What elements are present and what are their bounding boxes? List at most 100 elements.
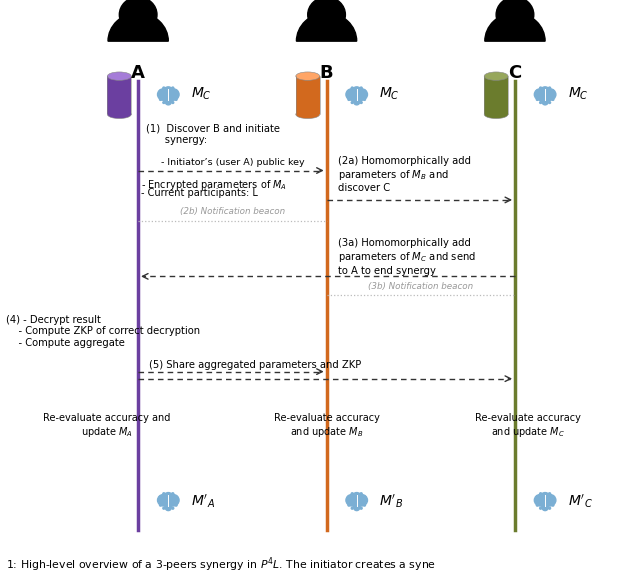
Text: Re-evaluate accuracy and
update $M_A$: Re-evaluate accuracy and update $M_A$ [43, 413, 170, 439]
Circle shape [542, 99, 548, 105]
Text: (5) Share aggregated parameters and ZKP: (5) Share aggregated parameters and ZKP [149, 360, 362, 370]
Circle shape [351, 493, 353, 495]
Text: $M'_B$: $M'_B$ [379, 492, 404, 510]
Circle shape [166, 495, 179, 506]
Text: B: B [320, 65, 333, 82]
Circle shape [549, 507, 551, 509]
Circle shape [541, 93, 550, 102]
Circle shape [119, 0, 157, 32]
Circle shape [360, 507, 362, 509]
Text: $M'_C$: $M'_C$ [568, 492, 593, 510]
Circle shape [354, 99, 360, 105]
Circle shape [172, 493, 174, 495]
Circle shape [158, 89, 170, 101]
Circle shape [352, 93, 361, 102]
Circle shape [552, 496, 554, 497]
Circle shape [352, 87, 362, 96]
Text: (4) - Decrypt result
    - Compute ZKP of correct decryption
    - Compute aggre: (4) - Decrypt result - Compute ZKP of co… [6, 315, 200, 348]
Circle shape [163, 493, 173, 502]
Circle shape [348, 90, 350, 92]
Text: Re-evaluate accuracy
and update $M_B$: Re-evaluate accuracy and update $M_B$ [274, 413, 379, 439]
Circle shape [539, 102, 541, 103]
Circle shape [355, 495, 367, 506]
Circle shape [346, 495, 359, 506]
Circle shape [364, 496, 365, 497]
Text: Re-evaluate accuracy
and update $M_C$: Re-evaluate accuracy and update $M_C$ [475, 413, 580, 439]
Circle shape [163, 507, 165, 509]
Text: $M_C$: $M_C$ [379, 86, 400, 102]
Bar [484, 76, 508, 114]
Circle shape [158, 495, 170, 506]
Text: A: A [131, 65, 145, 82]
Circle shape [348, 99, 350, 101]
Circle shape [496, 0, 534, 32]
Circle shape [175, 99, 177, 101]
Circle shape [542, 505, 548, 510]
Circle shape [351, 507, 353, 509]
Text: - Encrypted parameters of $M_A$: - Encrypted parameters of $M_A$ [141, 178, 288, 192]
Circle shape [172, 507, 174, 509]
Text: - Current participants: L: - Current participants: L [141, 188, 258, 198]
Circle shape [540, 87, 550, 96]
Circle shape [539, 493, 541, 495]
Circle shape [175, 496, 177, 497]
Circle shape [348, 496, 350, 497]
Circle shape [549, 87, 551, 89]
Text: $M_C$: $M_C$ [568, 86, 588, 102]
Circle shape [536, 505, 538, 506]
Circle shape [541, 499, 550, 507]
Circle shape [355, 89, 367, 101]
Circle shape [165, 505, 171, 510]
Circle shape [175, 505, 177, 506]
Circle shape [160, 90, 161, 92]
Circle shape [549, 102, 551, 103]
Circle shape [160, 505, 161, 506]
Circle shape [543, 89, 556, 101]
Circle shape [163, 87, 165, 89]
Circle shape [354, 505, 360, 510]
Circle shape [164, 93, 173, 102]
Circle shape [346, 89, 359, 101]
Circle shape [536, 90, 538, 92]
Circle shape [351, 87, 353, 89]
Circle shape [351, 102, 353, 103]
Circle shape [308, 0, 345, 32]
Circle shape [348, 505, 350, 506]
Circle shape [364, 505, 365, 506]
Circle shape [160, 99, 161, 101]
Circle shape [539, 87, 541, 89]
Circle shape [352, 499, 361, 507]
Ellipse shape [484, 110, 508, 119]
Text: (2b) Notification beacon: (2b) Notification beacon [180, 208, 285, 216]
Circle shape [165, 99, 171, 105]
Circle shape [540, 493, 550, 502]
Text: (3b) Notification beacon: (3b) Notification beacon [368, 282, 474, 291]
Bar [296, 76, 320, 114]
Circle shape [163, 87, 173, 96]
Circle shape [360, 102, 362, 103]
Circle shape [175, 90, 177, 92]
Circle shape [364, 99, 365, 101]
Circle shape [552, 505, 554, 506]
Circle shape [164, 499, 173, 507]
Circle shape [160, 496, 161, 497]
Circle shape [352, 493, 362, 502]
Circle shape [163, 102, 165, 103]
Circle shape [539, 507, 541, 509]
Circle shape [166, 89, 179, 101]
Circle shape [360, 493, 362, 495]
Wedge shape [108, 13, 168, 41]
Text: (2a) Homomorphically add
parameters of $M_B$ and
discover C: (2a) Homomorphically add parameters of $… [338, 156, 471, 193]
Bar [107, 76, 131, 114]
Ellipse shape [484, 72, 508, 81]
Wedge shape [296, 13, 357, 41]
Text: C: C [508, 65, 522, 82]
Circle shape [534, 495, 547, 506]
Text: - Initiator’s (user A) public key: - Initiator’s (user A) public key [161, 158, 304, 167]
Ellipse shape [296, 72, 320, 81]
Circle shape [536, 99, 538, 101]
Text: $M'_A$: $M'_A$ [191, 492, 215, 510]
Text: $M_C$: $M_C$ [191, 86, 212, 102]
Circle shape [364, 90, 365, 92]
Circle shape [534, 89, 547, 101]
